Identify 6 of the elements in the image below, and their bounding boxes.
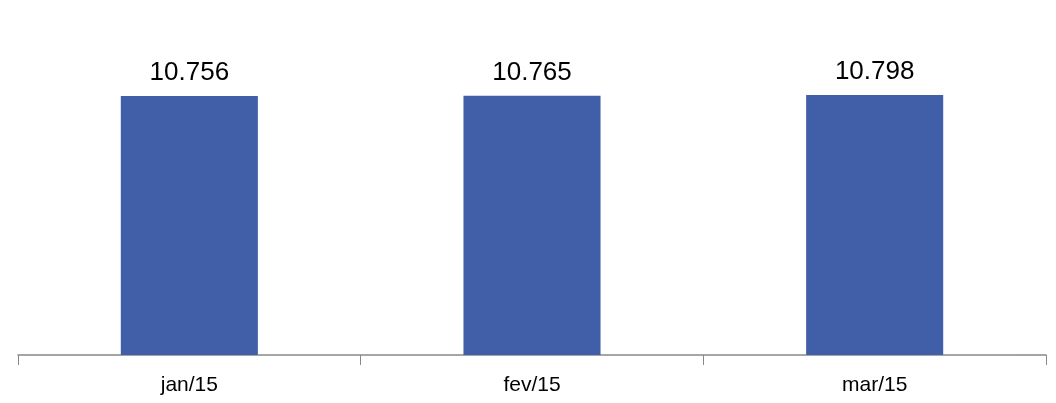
data-label: 10.798	[834, 54, 915, 85]
x-tick-label: fev/15	[503, 372, 561, 395]
data-label: 10.765	[492, 55, 572, 86]
data-label: 10.756	[149, 55, 230, 86]
x-tick-label: mar/15	[841, 372, 908, 395]
x-tick-label: jan/15	[159, 372, 218, 395]
